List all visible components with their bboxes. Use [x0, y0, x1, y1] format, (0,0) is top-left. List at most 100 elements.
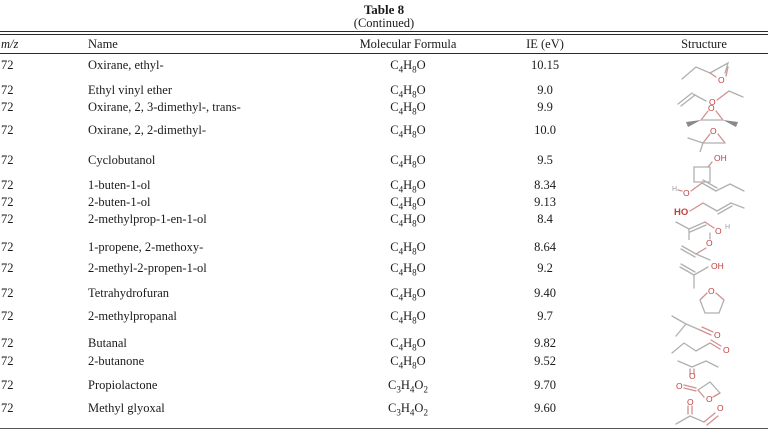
svg-text:H: H	[672, 186, 677, 193]
svg-text:O: O	[706, 394, 713, 403]
name-cell: Propiolactone	[88, 378, 158, 392]
structure-2-methyl-2-propen-1-ol: OH	[652, 260, 768, 290]
formula-cell: C4H8O	[390, 336, 426, 353]
table-title: Table 8	[363, 2, 405, 17]
svg-text:H: H	[725, 224, 730, 231]
structure-trans-dimethyloxirane: O	[652, 101, 768, 127]
name-cell: Cyclobutanol	[88, 153, 156, 167]
mz-cell: 72	[1, 354, 14, 368]
table-row: 72 2-methyl-2-propen-1-ol C4H8O 9.2	[0, 261, 768, 278]
structure-2-methoxy-1-propene: O	[652, 232, 768, 262]
mz-cell: 72	[1, 178, 14, 192]
formula-cell: C4H8O	[390, 309, 426, 326]
header-rule	[0, 53, 768, 54]
svg-text:O: O	[714, 330, 721, 338]
svg-text:OH: OH	[714, 153, 727, 163]
svg-text:HO: HO	[674, 207, 688, 218]
svg-text:O: O	[708, 103, 715, 113]
table-row: 72 2-methylprop-1-en-1-ol C4H8O 8.4	[0, 212, 768, 229]
ie-cell: 8.4	[537, 212, 553, 226]
table-row: 72 Tetrahydrofuran C4H8O 9.40	[0, 286, 768, 303]
formula-cell: C3H4O2	[388, 401, 428, 418]
structure-ethyloxirane: O	[652, 56, 768, 84]
name-cell: 1-buten-1-ol	[88, 178, 151, 192]
name-cell: Butanal	[88, 336, 127, 350]
structure-butanal: O	[652, 335, 768, 359]
name-cell: Ethyl vinyl ether	[88, 83, 173, 97]
ie-cell: 9.9	[537, 100, 553, 114]
structure-propiolactone: O O	[652, 377, 768, 403]
structure-2-2-dimethyloxirane: O	[652, 124, 768, 152]
structure-ethyl-vinyl-ether: O	[652, 84, 768, 108]
table-row: 72 Ethyl vinyl ether C4H8O 9.0	[0, 83, 768, 100]
header-structure: Structure	[681, 37, 727, 51]
formula-cell: C3H4O2	[388, 378, 428, 395]
top-rule-1	[0, 31, 768, 32]
mz-cell: 72	[1, 153, 14, 167]
name-cell: 2-buten-1-ol	[88, 195, 151, 209]
formula-cell: C4H8O	[390, 354, 426, 371]
ie-cell: 8.64	[534, 240, 556, 254]
table-row: 72 2-buten-1-ol C4H8O 9.13	[0, 195, 768, 212]
formula-cell: C4H8O	[390, 178, 426, 195]
table-subtitle: (Continued)	[353, 16, 415, 30]
svg-text:O: O	[708, 286, 715, 296]
formula-cell: C4H8O	[390, 286, 426, 303]
formula-cell: C4H8O	[390, 212, 426, 229]
table-row: 72 Propiolactone C3H4O2 9.70	[0, 378, 768, 395]
table-row: 72 Oxirane, 2, 3-dimethyl-, trans- C4H8O…	[0, 100, 768, 117]
svg-text:O: O	[709, 97, 716, 107]
formula-cell: C4H8O	[390, 100, 426, 117]
name-cell: 2-methylprop-1-en-1-ol	[88, 212, 207, 226]
formula-cell: C4H8O	[390, 153, 426, 170]
svg-text:O: O	[710, 126, 717, 136]
mz-cell: 72	[1, 401, 14, 415]
ie-cell: 10.0	[534, 123, 556, 137]
svg-text:O: O	[715, 226, 722, 236]
name-cell: Methyl glyoxal	[88, 401, 165, 415]
ie-cell: 9.70	[534, 378, 556, 392]
name-cell: Oxirane, 2, 3-dimethyl-, trans-	[88, 100, 241, 114]
formula-cell: C4H8O	[390, 261, 426, 278]
table-row: 72 2-butanone C4H8O 9.52	[0, 354, 768, 371]
ie-cell: 10.15	[530, 58, 560, 72]
ie-cell: 9.5	[537, 153, 553, 167]
formula-cell: C4H8O	[390, 58, 426, 75]
svg-text:O: O	[683, 188, 690, 198]
structure-2-butanone: O	[652, 353, 768, 379]
mz-cell: 72	[1, 378, 14, 392]
svg-text:OH: OH	[711, 261, 724, 271]
ie-cell: 9.52	[534, 354, 556, 368]
structure-methyl-glyoxal: O O	[652, 398, 768, 428]
ie-cell: 9.40	[534, 286, 556, 300]
structure-2-methylprop-1-en-1-ol: O H	[652, 214, 768, 240]
table-row: 72 Oxirane, 2, 2-dimethyl- C4H8O 10.0	[0, 123, 768, 140]
ie-cell: 9.82	[534, 336, 556, 350]
top-rule-2	[0, 34, 768, 35]
table-row: 72 Cyclobutanol C4H8O 9.5	[0, 153, 768, 170]
svg-text:O: O	[687, 398, 694, 407]
ie-cell: 9.13	[534, 195, 556, 209]
header-mz: m/z	[1, 37, 19, 51]
bottom-rule	[0, 428, 768, 429]
mz-cell: 72	[1, 336, 14, 350]
formula-cell: C4H8O	[390, 240, 426, 257]
ie-cell: 9.0	[537, 83, 553, 97]
mz-cell: 72	[1, 83, 14, 97]
mz-cell: 72	[1, 240, 14, 254]
ie-cell: 9.60	[534, 401, 556, 415]
formula-cell: C4H8O	[390, 123, 426, 140]
svg-text:O: O	[689, 371, 696, 379]
name-cell: 2-methyl-2-propen-1-ol	[88, 261, 207, 275]
formula-cell: C4H8O	[390, 83, 426, 100]
structure-2-buten-1-ol: HO	[652, 197, 768, 221]
table-row: 72 1-propene, 2-methoxy- C4H8O 8.64	[0, 240, 768, 257]
name-cell: Oxirane, ethyl-	[88, 58, 164, 72]
table-row: 72 Oxirane, ethyl- C4H8O 10.15	[0, 58, 768, 75]
mz-cell: 72	[1, 195, 14, 209]
table-row: 72 1-buten-1-ol C4H8O 8.34	[0, 178, 768, 195]
svg-text:O: O	[676, 381, 683, 391]
name-cell: 2-butanone	[88, 354, 145, 368]
table-row: 72 Butanal C4H8O 9.82	[0, 336, 768, 353]
ie-cell: 8.34	[534, 178, 556, 192]
